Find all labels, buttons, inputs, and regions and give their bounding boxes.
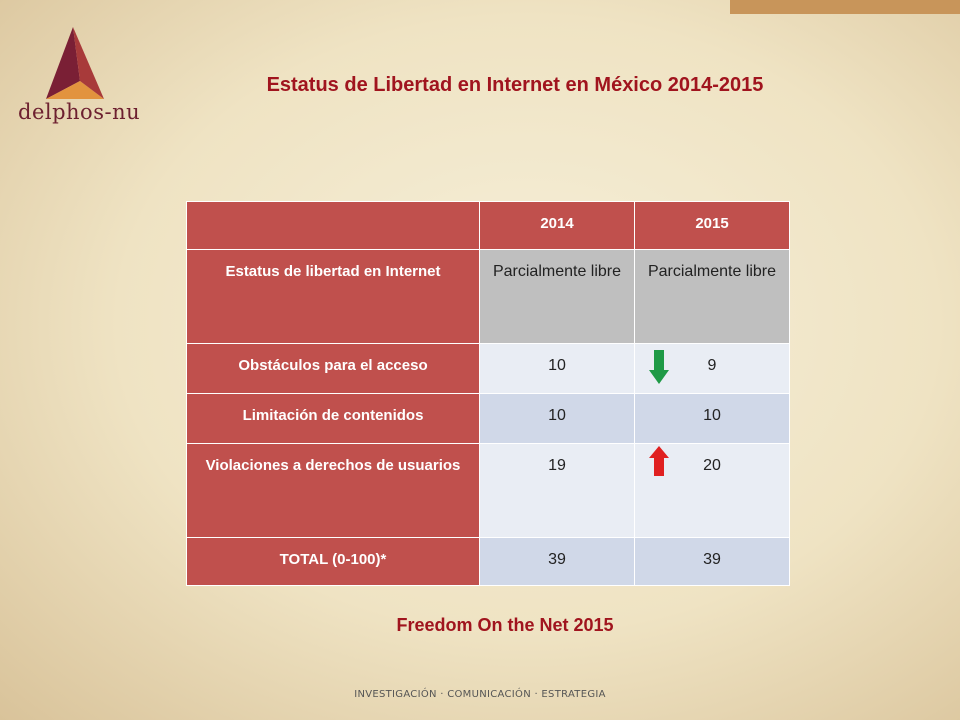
cell: 10 xyxy=(479,393,635,444)
cell: 10 xyxy=(479,343,635,394)
data-table: 2014 2015 Estatus de libertad en Interne… xyxy=(186,201,790,586)
logo-mark xyxy=(46,27,104,99)
cell: Parcialmente libre xyxy=(479,249,635,344)
row: Estatus de libertad en Internet Parcialm… xyxy=(186,249,790,344)
corner-cell xyxy=(186,201,480,250)
column-header: 2014 xyxy=(479,201,635,250)
cell-text: 9 xyxy=(707,357,717,374)
down-arrow xyxy=(649,350,669,384)
row: Limitación de contenidos 10 10 xyxy=(186,393,790,444)
row-header: Violaciones a derechos de usuarios xyxy=(186,443,480,538)
source: Freedom On the Net 2015 xyxy=(396,615,614,635)
top-bar xyxy=(730,0,960,14)
header-row: 2014 2015 xyxy=(186,201,790,250)
cell: 9 xyxy=(634,343,790,394)
cell: 19 xyxy=(479,443,635,538)
title: Estatus de Libertad en Internet en Méxic… xyxy=(266,74,764,96)
cell: 10 xyxy=(634,393,790,444)
row-header: Obstáculos para el acceso xyxy=(186,343,480,394)
cell: Parcialmente libre xyxy=(634,249,790,344)
column-header: 2015 xyxy=(634,201,790,250)
cell-text: 20 xyxy=(703,457,721,474)
cell: 39 xyxy=(479,537,635,586)
row-header: Limitación de contenidos xyxy=(186,393,480,444)
row-header: Estatus de libertad en Internet xyxy=(186,249,480,344)
row: TOTAL (0-100)* 39 39 xyxy=(186,537,790,586)
row: Obstáculos para el acceso 10 9 xyxy=(186,343,790,394)
cell: 20 xyxy=(634,443,790,538)
up-arrow xyxy=(649,446,669,476)
footer: INVESTIGACIÓN · COMUNICACIÓN · ESTRATEGI… xyxy=(354,689,606,700)
row-header: TOTAL (0-100)* xyxy=(186,537,480,586)
logo-text: delphos-nu xyxy=(18,100,141,124)
row: Violaciones a derechos de usuarios 19 20 xyxy=(186,443,790,538)
cell: 39 xyxy=(634,537,790,586)
